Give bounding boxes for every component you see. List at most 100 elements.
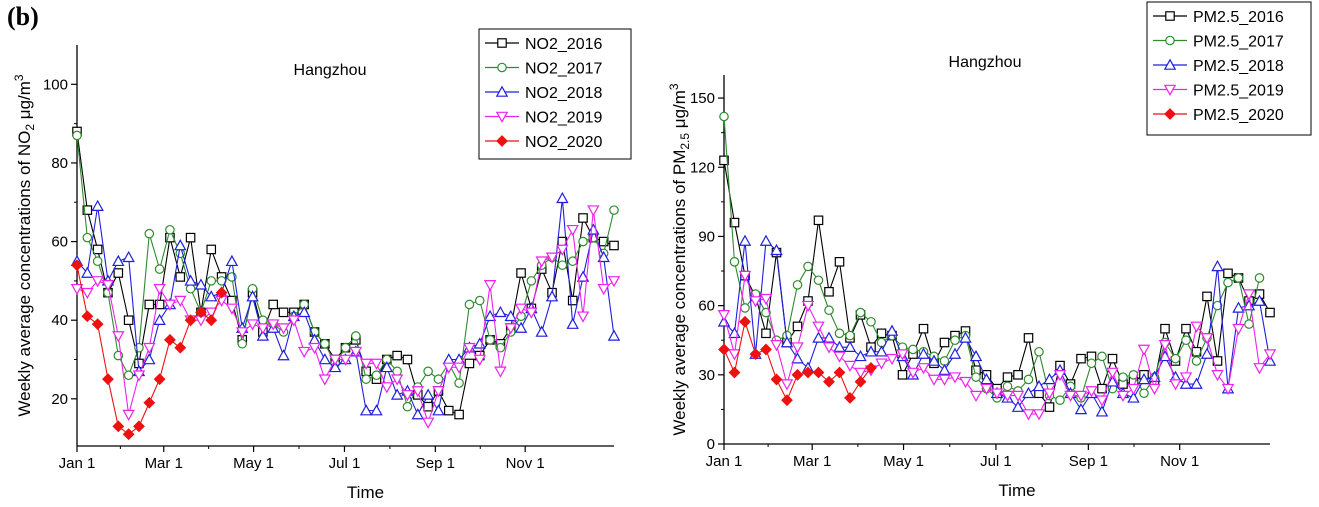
point-NO2_2017 bbox=[144, 228, 155, 239]
point-NO2_2019 bbox=[132, 370, 146, 382]
point-PM2.5_2020 bbox=[739, 315, 751, 328]
point-NO2_2017 bbox=[609, 205, 619, 215]
point-PM2.5_2016 bbox=[761, 328, 771, 339]
point-NO2_2020 bbox=[164, 333, 176, 346]
point-PM2.5_2019 bbox=[917, 363, 930, 375]
point-NO2_2018 bbox=[359, 404, 373, 416]
legend-label: PM2.5_2016 bbox=[1193, 9, 1284, 26]
point-NO2_2018 bbox=[246, 290, 259, 302]
series-NO2_2019 bbox=[70, 205, 621, 429]
legend-label: PM2.5_2017 bbox=[1193, 34, 1284, 51]
point-PM2.5_2017 bbox=[1170, 353, 1181, 364]
point-legend-NO2_2016 bbox=[497, 38, 507, 48]
point-NO2_2019 bbox=[349, 346, 363, 359]
series-NO2_2017 bbox=[72, 130, 619, 412]
point-PM2.5_2019 bbox=[1211, 370, 1224, 382]
point-PM2.5_2019 bbox=[854, 367, 867, 379]
point-NO2_2016 bbox=[92, 244, 103, 255]
point-PM2.5_2017 bbox=[1223, 277, 1233, 288]
point-NO2_2017 bbox=[154, 264, 165, 274]
point-PM2.5_2018 bbox=[843, 340, 857, 352]
point-NO2_2018 bbox=[597, 250, 610, 263]
point-PM2.5_2017 bbox=[1118, 372, 1128, 382]
point-NO2_2020 bbox=[133, 420, 145, 433]
point-NO2_2018 bbox=[545, 290, 559, 302]
point-NO2_2018 bbox=[184, 274, 197, 286]
point-PM2.5_2016 bbox=[1202, 291, 1212, 302]
legend-label: PM2.5_2019 bbox=[1193, 83, 1284, 100]
point-PM2.5_2019 bbox=[738, 270, 752, 283]
point-PM2.5_2017 bbox=[792, 280, 803, 290]
point-NO2_2017 bbox=[392, 366, 402, 377]
point-PM2.5_2019 bbox=[1064, 390, 1077, 403]
y-axis-title-sub: 2 bbox=[23, 124, 37, 131]
point-NO2_2016 bbox=[206, 244, 217, 255]
point-NO2_2019 bbox=[401, 390, 414, 402]
point-NO2_2016 bbox=[464, 358, 475, 369]
point-NO2_2017 bbox=[237, 338, 248, 349]
point-NO2_2016 bbox=[185, 232, 196, 243]
point-PM2.5_2018 bbox=[1211, 259, 1224, 272]
point-PM2.5_2018 bbox=[1011, 400, 1025, 412]
point-PM2.5_2019 bbox=[927, 374, 941, 386]
x-tick-label: Sep 1 bbox=[1069, 453, 1108, 470]
point-PM2.5_2016 bbox=[1265, 307, 1275, 318]
point-PM2.5_2019 bbox=[833, 351, 846, 363]
chart-title: Hangzhou bbox=[949, 54, 1022, 71]
point-PM2.5_2017 bbox=[950, 335, 960, 346]
point-NO2_2019 bbox=[390, 374, 404, 386]
point-NO2_2017 bbox=[402, 401, 413, 412]
point-PM2.5_2017 bbox=[1181, 335, 1191, 346]
legend: PM2.5_2016 PM2.5_2017 PM2.5_2018 PM2.5_2019… bbox=[1146, 1, 1312, 136]
point-NO2_2018 bbox=[576, 270, 590, 282]
point-PM2.5_2019 bbox=[1011, 390, 1025, 403]
point-PM2.5_2018 bbox=[822, 331, 836, 343]
point-PM2.5_2019 bbox=[1127, 383, 1140, 396]
point-NO2_2019 bbox=[566, 224, 579, 237]
point-PM2.5_2019 bbox=[1085, 386, 1098, 398]
point-NO2_2016 bbox=[392, 350, 402, 361]
chart-title: Hangzhou bbox=[294, 62, 367, 79]
point-NO2_2020 bbox=[71, 259, 83, 272]
point-NO2_2017 bbox=[454, 378, 464, 388]
point-PM2.5_2018 bbox=[1232, 301, 1245, 313]
point-legend-NO2_2018 bbox=[495, 85, 509, 97]
legend-label: NO2_2017 bbox=[525, 61, 602, 78]
point-PM2.5_2018 bbox=[948, 347, 962, 359]
point-PM2.5_2017 bbox=[1191, 356, 1202, 366]
series-line-NO2_2019 bbox=[76, 210, 615, 425]
point-PM2.5_2019 bbox=[1221, 383, 1235, 396]
point-PM2.5_2019 bbox=[1032, 409, 1046, 421]
point-NO2_2019 bbox=[266, 319, 280, 331]
point-NO2_2016 bbox=[609, 240, 619, 251]
point-PM2.5_2019 bbox=[1190, 321, 1203, 333]
point-PM2.5_2016 bbox=[1107, 353, 1118, 364]
point-NO2_2019 bbox=[174, 295, 187, 307]
point-PM2.5_2018 bbox=[780, 336, 794, 348]
point-PM2.5_2017 bbox=[729, 257, 740, 267]
point-NO2_2019 bbox=[236, 327, 249, 339]
y-tick-label: 0 bbox=[707, 436, 715, 453]
point-NO2_2018 bbox=[411, 408, 425, 420]
point-NO2_2018 bbox=[205, 290, 218, 302]
point-NO2_2020 bbox=[215, 286, 228, 299]
y-axis-title-unit: μg/m bbox=[670, 90, 689, 133]
point-NO2_2019 bbox=[122, 409, 135, 421]
point-NO2_2020 bbox=[195, 306, 207, 319]
point-NO2_2020 bbox=[102, 373, 114, 386]
point-PM2.5_2018 bbox=[1022, 386, 1035, 399]
point-NO2_2018 bbox=[256, 329, 270, 341]
x-tick-label: Jul 1 bbox=[329, 455, 361, 472]
series-line-PM2.5_2017 bbox=[723, 116, 1261, 401]
y-tick-label: 40 bbox=[51, 312, 68, 329]
point-NO2_2017 bbox=[578, 236, 588, 247]
point-PM2.5_2018 bbox=[1200, 347, 1214, 359]
legend-label: PM2.5_2020 bbox=[1193, 107, 1284, 124]
point-NO2_2016 bbox=[154, 299, 165, 310]
point-PM2.5_2016 bbox=[824, 286, 834, 297]
point-PM2.5_2019 bbox=[1095, 395, 1109, 407]
point-PM2.5_2020 bbox=[718, 343, 730, 356]
point-PM2.5_2019 bbox=[1179, 372, 1193, 384]
point-legend-NO2_2019 bbox=[495, 111, 509, 123]
